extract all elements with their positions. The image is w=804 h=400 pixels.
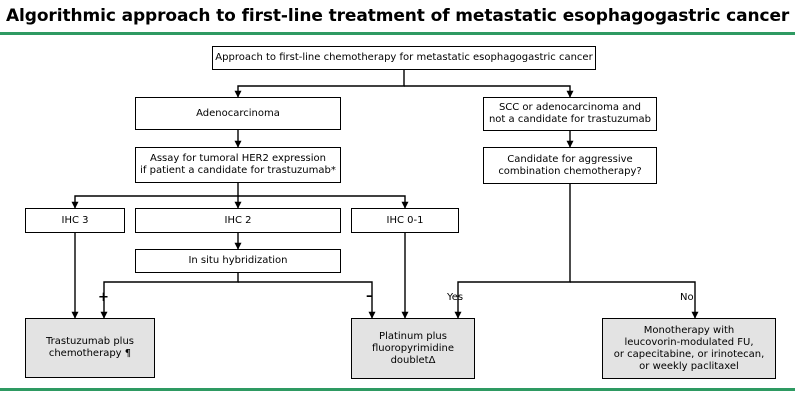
- in-situ-hybridization-node: In situ hybridization: [135, 249, 341, 273]
- platinum-outcome-node: Platinum plus fluoropyrimidine doubletΔ: [351, 318, 475, 379]
- ihc3-node: IHC 3: [25, 208, 125, 233]
- trastuzumab-outcome-node: Trastuzumab plus chemotherapy ¶: [25, 318, 155, 378]
- bottom-divider: [0, 388, 795, 391]
- adenocarcinoma-node: Adenocarcinoma: [135, 97, 341, 130]
- page-title: Algorithmic approach to first-line treat…: [6, 6, 790, 26]
- scc-node: SCC or adenocarcinoma and not a candidat…: [483, 97, 657, 131]
- approach-node: Approach to first-line chemotherapy for …: [212, 46, 596, 70]
- aggressive-candidate-node: Candidate for aggressive combination che…: [483, 147, 657, 184]
- negative-label: –: [366, 289, 373, 304]
- no-label: No: [680, 292, 694, 303]
- positive-label: +: [98, 290, 109, 305]
- ihc01-node: IHC 0-1: [351, 208, 459, 233]
- ihc2-node: IHC 2: [135, 208, 341, 233]
- her2-assay-node: Assay for tumoral HER2 expression if pat…: [135, 147, 341, 183]
- monotherapy-outcome-node: Monotherapy with leucovorin-modulated FU…: [602, 318, 776, 379]
- top-divider: [0, 32, 795, 35]
- yes-label: Yes: [447, 292, 464, 303]
